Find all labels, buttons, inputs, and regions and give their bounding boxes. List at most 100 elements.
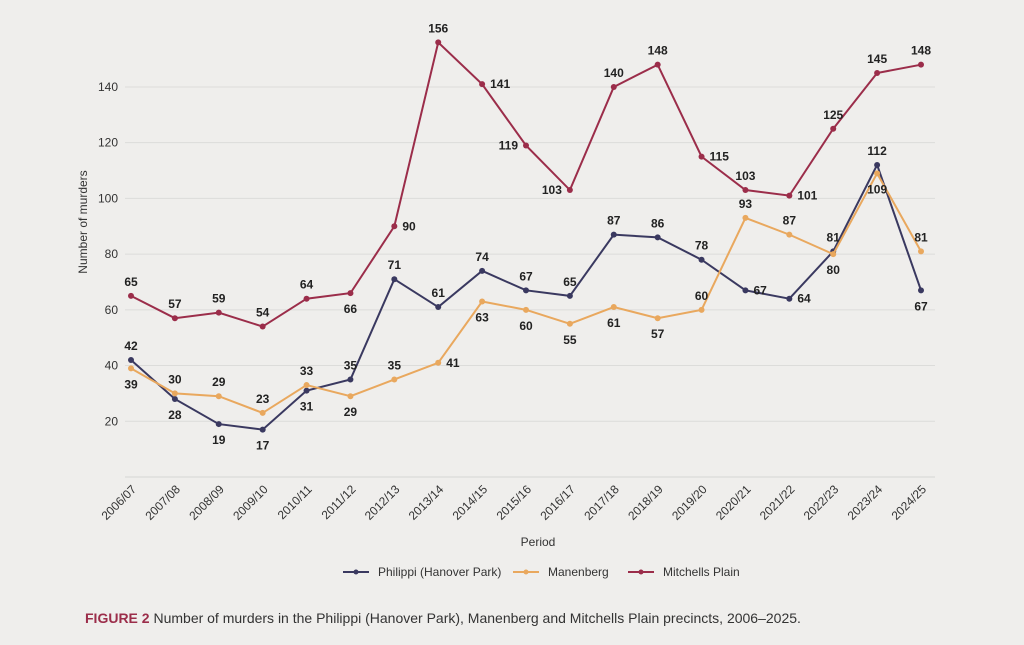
manenberg-point [215,393,222,400]
manenberg-data-label: 87 [783,214,797,228]
mitchells-plain-data-label: 90 [402,219,416,233]
manenberg-data-label: 39 [124,377,138,391]
mitchells-plain-data-label: 66 [344,302,358,316]
manenberg-point [786,231,793,238]
manenberg-point [259,409,266,416]
mitchells-plain-point [391,223,398,230]
philippi-hanover-park-data-label: 112 [867,144,887,158]
philippi-hanover-park-point [874,161,881,168]
mitchells-plain-point [523,142,529,149]
x-tick-label: 2020/21 [713,482,754,523]
x-tick-label: 2012/13 [362,482,403,523]
mitchells-plain-point [654,61,661,68]
mitchells-plain-data-label: 115 [710,150,730,164]
x-tick-label: 2019/20 [669,482,710,523]
manenberg-point [435,359,442,366]
manenberg-data-label: 29 [344,405,358,419]
y-axis-label: Number of murders [76,170,90,273]
x-tick-label: 2006/07 [99,482,140,523]
manenberg-data-label: 60 [519,319,533,333]
philippi-hanover-park-data-label: 35 [344,358,358,372]
x-tick-label: 2015/16 [494,482,535,523]
x-tick-label: 2018/19 [625,482,666,523]
legend-mitchells-plain-label: Mitchells Plain [663,565,740,579]
manenberg-point [128,365,134,372]
manenberg-data-label: 60 [695,289,709,303]
philippi-hanover-park-data-label: 65 [563,275,577,289]
philippi-hanover-park-data-label: 17 [256,439,270,453]
manenberg-point [874,170,881,177]
philippi-hanover-park-point [698,256,705,263]
philippi-hanover-park-data-label: 31 [300,400,314,414]
manenberg-data-label: 81 [914,230,928,244]
manenberg-data-label: 109 [867,182,887,196]
manenberg-data-label: 93 [739,197,753,211]
philippi-hanover-park-data-label: 74 [475,250,489,264]
manenberg-point [610,304,617,311]
mitchells-plain-point [786,192,793,199]
manenberg-data-label: 61 [607,316,621,330]
manenberg-data-label: 55 [563,333,577,347]
mitchells-plain-point [830,125,837,132]
philippi-hanover-park-data-label: 28 [168,408,182,422]
legend-manenberg-marker [523,569,529,575]
philippi-hanover-park-point [523,287,529,294]
x-axis-label: Period [521,535,556,549]
philippi-hanover-park-point [479,267,486,274]
mitchells-plain-point [610,83,617,90]
mitchells-plain-point [479,81,486,88]
philippi-hanover-park-point [654,234,661,241]
philippi-hanover-park-data-label: 81 [827,230,841,244]
mitchells-plain-data-label: 103 [542,183,562,197]
y-tick-label: 60 [105,303,119,317]
mitchells-plain-point [259,323,266,330]
mitchells-plain-data-label: 119 [499,138,519,152]
y-tick-label: 80 [105,247,119,261]
manenberg-point [303,382,310,389]
x-tick-label: 2013/14 [406,482,447,523]
y-tick-label: 40 [105,359,119,373]
philippi-hanover-park-data-label: 42 [124,339,138,353]
mitchells-plain-data-label: 54 [256,306,270,320]
philippi-hanover-park-point [742,287,749,294]
manenberg-point [654,315,661,322]
philippi-hanover-park-point [128,356,134,363]
manenberg-data-label: 29 [212,375,226,389]
philippi-hanover-park-data-label: 19 [212,433,226,447]
mitchells-plain-point [742,187,749,194]
mitchells-plain-point [435,39,442,46]
mitchells-plain-data-label: 65 [124,275,138,289]
mitchells-plain-data-label: 101 [797,189,817,203]
philippi-hanover-park-data-label: 71 [388,258,402,272]
y-tick-label: 140 [98,80,118,94]
mitchells-plain-point [171,315,178,322]
mitchells-plain-data-label: 156 [428,21,448,35]
manenberg-data-label: 23 [256,392,270,406]
mitchells-plain-point [128,292,134,299]
line-chart: 20 40 60 80 100 120 140 Number of murders 2006/0… [76,21,935,579]
x-tick-label: 2024/25 [889,482,930,523]
x-tick-label: 2023/24 [845,482,886,523]
y-tick-label: 120 [98,136,118,150]
legend-manenberg-label: Manenberg [548,565,609,579]
mitchells-plain-data-label: 103 [735,169,755,183]
manenberg-point [742,214,749,221]
x-tick-label: 2011/12 [319,482,359,522]
x-tick-label: 2014/15 [450,482,491,523]
mitchells-plain-point [215,309,222,316]
philippi-hanover-park-point [171,395,178,402]
mitchells-plain-point [303,295,310,302]
x-tick-label: 2022/23 [801,482,842,523]
manenberg-point [171,390,178,397]
philippi-hanover-park-point [435,304,442,311]
legend-philippi-hanover-park-marker [353,569,359,575]
mitchells-plain-data-label: 59 [212,292,226,306]
manenberg-point [918,248,924,255]
manenberg-point [347,393,354,400]
philippi-hanover-park-point [303,387,310,394]
legend-philippi-hanover-park-label: Philippi (Hanover Park) [378,565,501,579]
manenberg-point [391,376,398,383]
philippi-hanover-park-data-label: 86 [651,216,665,230]
manenberg-point [523,306,529,313]
figure-label: FIGURE 2 [85,610,150,626]
